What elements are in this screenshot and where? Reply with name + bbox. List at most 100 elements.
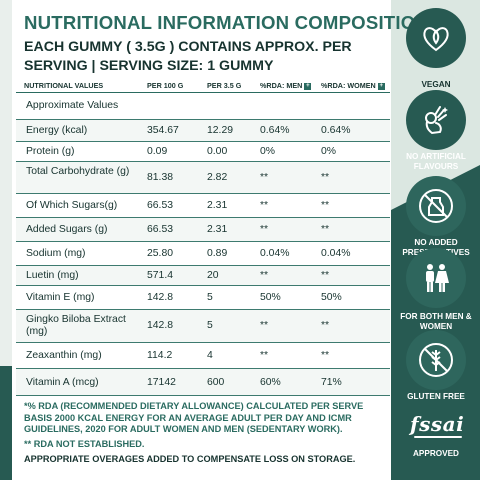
- cell-per-3-5g: 2.82: [207, 172, 228, 183]
- cell-rda-men: 60%: [260, 377, 281, 388]
- ok-hand-icon: [425, 106, 448, 135]
- row-name: Protein (g): [26, 146, 75, 157]
- cell-rda-men: 0%: [260, 146, 276, 157]
- table-header: NUTRITIONAL VALUES PER 100 G PER 3.5 G %…: [24, 79, 386, 93]
- cell-rda-women: **: [321, 200, 330, 211]
- cell-per-100g: 571.4: [147, 270, 174, 281]
- cell-rda-women: **: [321, 350, 330, 361]
- table-row: Approximate Values: [16, 93, 390, 120]
- cell-rda-men: **: [260, 320, 269, 331]
- cell-rda-women: 0.04%: [321, 248, 351, 259]
- cell-per-100g: 114.2: [147, 350, 173, 361]
- cell-per-100g: 354.67: [147, 125, 179, 136]
- table-row: Zeaxanthin (mg) 114.2 4 ** **: [16, 343, 390, 369]
- no-wheat-icon: [419, 343, 453, 377]
- cell-rda-men: **: [260, 200, 269, 211]
- table-row: Total Carbohydrate (g) 81.38 2.82 ** **: [16, 162, 390, 194]
- rda-not-established-note: ** RDA NOT ESTABLISHED.: [24, 438, 145, 449]
- vegan-badge: [406, 8, 466, 68]
- serving-info-line2: SERVING | SERVING SIZE: 1 GUMMY: [24, 58, 274, 74]
- plus-icon: +: [304, 83, 312, 90]
- header-nutritional-values: NUTRITIONAL VALUES: [24, 81, 104, 90]
- heart-leaf-icon: [423, 27, 449, 52]
- page-title: NUTRITIONAL INFORMATION COMPOSITION: [24, 12, 430, 33]
- cell-per-3-5g: 0.00: [207, 146, 228, 157]
- cell-rda-women: **: [321, 172, 330, 183]
- no-artificial-flavours-label: NO ARTIFICIAL FLAVOURS: [406, 152, 466, 171]
- cell-rda-women: 50%: [321, 292, 342, 303]
- no-artificial-flavours-badge: [406, 90, 466, 150]
- cell-rda-men: 0.64%: [260, 125, 290, 136]
- nutrition-table: Approximate Values Energy (kcal) 354.67 …: [16, 92, 390, 396]
- header-rda-women: %RDA: WOMEN +: [321, 81, 385, 90]
- vegan-label: VEGAN: [421, 80, 451, 89]
- cell-per-3-5g: 20: [207, 270, 219, 281]
- row-name: Vitamin A (mcg): [26, 377, 99, 388]
- cell-rda-women: 0%: [321, 146, 337, 157]
- table-row: Protein (g) 0.09 0.00 0% 0%: [16, 142, 390, 162]
- row-name: Vitamin E (mg): [26, 292, 95, 303]
- table-row: Vitamin A (mcg) 17142 600 60% 71%: [16, 369, 390, 396]
- cell-per-3-5g: 2.31: [207, 224, 228, 235]
- left-decor-strip: [0, 0, 12, 480]
- cell-per-100g: 0.09: [147, 146, 168, 157]
- cell-rda-men: 50%: [260, 292, 281, 303]
- cell-rda-women: **: [321, 320, 330, 331]
- row-name: Added Sugars (g): [26, 224, 108, 235]
- fssai-approved-label: APPROVED: [413, 449, 459, 458]
- cell-per-100g: 142.8: [147, 292, 174, 303]
- serving-info-line1: EACH GUMMY ( 3.5G ) CONTAINS APPROX. PER: [24, 39, 352, 55]
- cell-per-100g: 25.80: [147, 248, 174, 259]
- table-row: Added Sugars (g) 66.53 2.31 ** **: [16, 218, 390, 242]
- man-woman-icon: [426, 264, 449, 292]
- cell-per-3-5g: 5: [207, 292, 213, 303]
- cell-per-100g: 17142: [147, 377, 176, 388]
- for-both-men-women-label: FOR BOTH MEN & WOMEN: [400, 312, 472, 331]
- cell-per-3-5g: 4: [207, 350, 213, 361]
- cell-rda-women: **: [321, 224, 330, 235]
- cell-per-3-5g: 5: [207, 320, 213, 331]
- header-rda-men: %RDA: MEN +: [260, 81, 312, 90]
- row-name: Energy (kcal): [26, 125, 88, 136]
- for-both-men-women-badge: [406, 248, 466, 308]
- cell-rda-women: 71%: [321, 377, 342, 388]
- row-name: Luetin (mg): [26, 270, 79, 281]
- row-name: Of Which Sugars(g): [26, 200, 118, 211]
- table-row: Vitamin E (mg) 142.8 5 50% 50%: [16, 286, 390, 310]
- row-name: Gingko Biloba Extract (mg): [26, 314, 126, 337]
- cell-per-3-5g: 600: [207, 377, 225, 388]
- no-jar-icon: [419, 189, 453, 223]
- table-row: Gingko Biloba Extract (mg) 142.8 5 ** **: [16, 310, 390, 343]
- cell-rda-men: 0.04%: [260, 248, 290, 259]
- cell-per-100g: 66.53: [147, 200, 174, 211]
- cell-per-3-5g: 0.89: [207, 248, 228, 259]
- header-per-3-5g: PER 3.5 G: [207, 81, 242, 90]
- gluten-free-badge: [406, 330, 466, 390]
- cell-per-100g: 81.38: [147, 172, 174, 183]
- table-row: Of Which Sugars(g) 66.53 2.31 ** **: [16, 194, 390, 218]
- footnotes: *% RDA (RECOMMENDED DIETARY ALLOWANCE) C…: [24, 401, 390, 469]
- overages-note: APPROPRIATE OVERAGES ADDED TO COMPENSATE…: [24, 454, 356, 464]
- row-name: Sodium (mg): [26, 248, 86, 259]
- fssai-logo: fssai: [410, 412, 465, 438]
- cell-rda-men: **: [260, 172, 269, 183]
- plus-icon: +: [377, 83, 385, 90]
- rda-footnote: *% RDA (RECOMMENDED DIETARY ALLOWANCE) C…: [24, 401, 364, 434]
- cell-per-100g: 142.8: [147, 320, 174, 331]
- serving-info: EACH GUMMY ( 3.5G ) CONTAINS APPROX. PER…: [24, 38, 386, 76]
- cell-per-3-5g: 2.31: [207, 200, 228, 211]
- cell-rda-men: **: [260, 350, 269, 361]
- cell-per-3-5g: 12.29: [207, 125, 234, 136]
- cell-rda-men: **: [260, 224, 269, 235]
- cell-rda-women: **: [321, 270, 330, 281]
- badge-panel: [391, 0, 480, 480]
- cell-rda-men: **: [260, 270, 269, 281]
- header-per-100g: PER 100 G: [147, 81, 184, 90]
- no-added-preservatives-badge: [406, 176, 466, 236]
- table-row: Luetin (mg) 571.4 20 ** **: [16, 266, 390, 286]
- cell-per-100g: 66.53: [147, 224, 174, 235]
- row-name: Total Carbohydrate (g): [26, 166, 130, 177]
- gluten-free-label: GLUTEN FREE: [407, 392, 465, 401]
- cell-rda-women: 0.64%: [321, 125, 351, 136]
- table-row: Sodium (mg) 25.80 0.89 0.04% 0.04%: [16, 242, 390, 266]
